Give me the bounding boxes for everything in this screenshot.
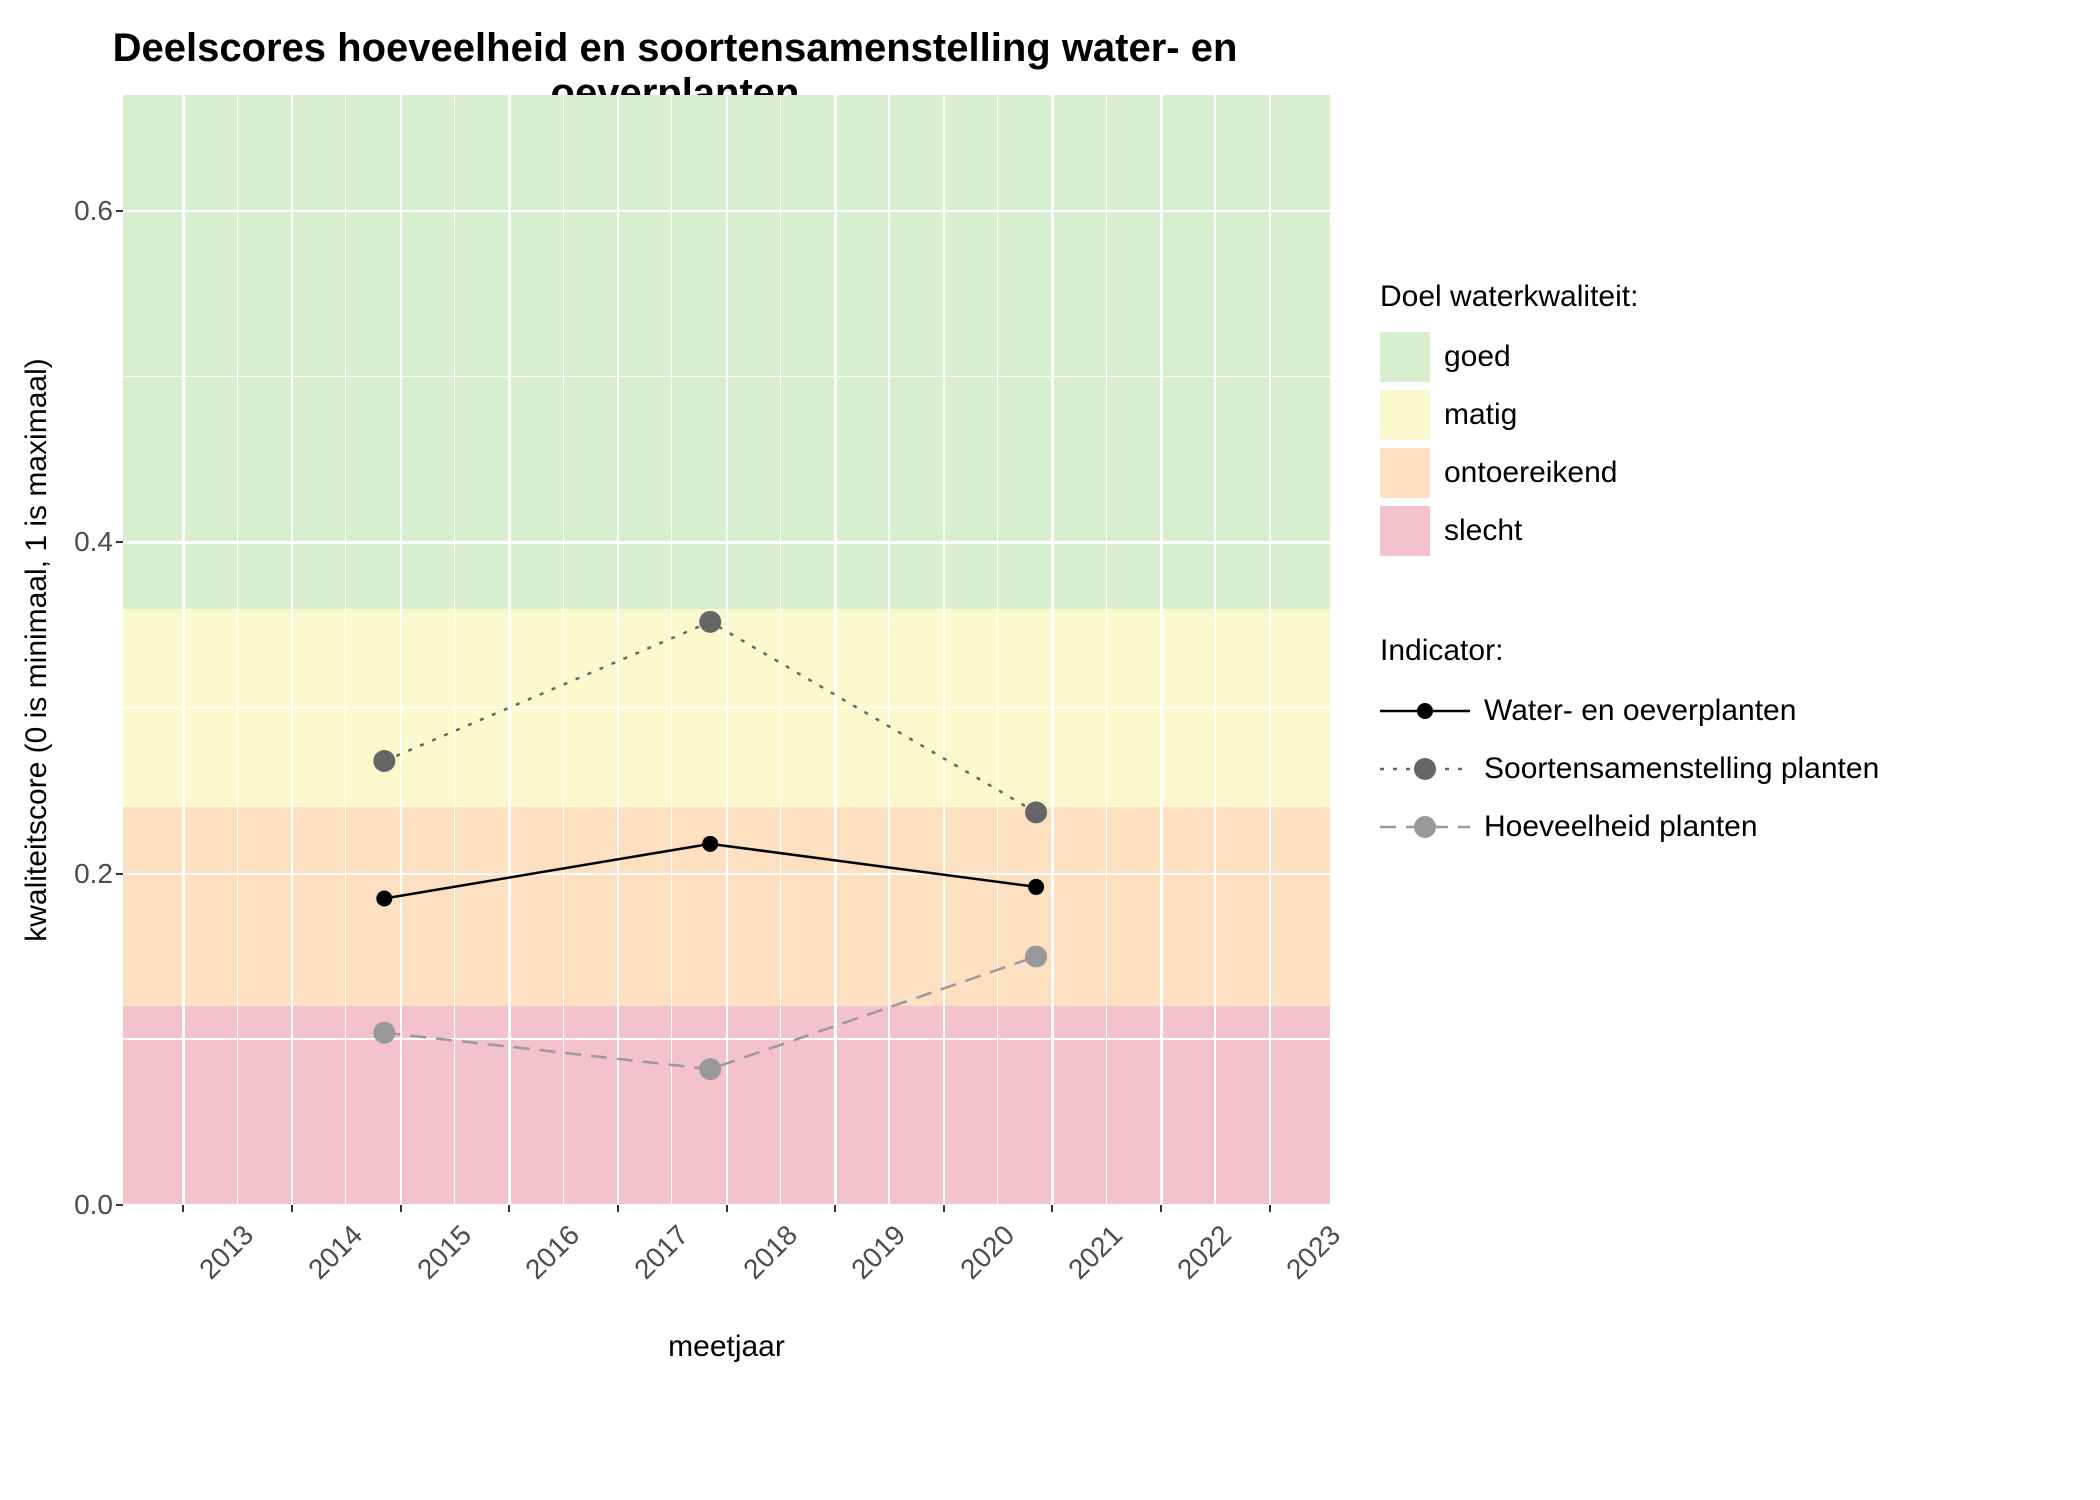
x-tick <box>1051 1205 1053 1212</box>
legend-swatch <box>1380 448 1430 498</box>
x-tick-label: 2017 <box>628 1219 695 1286</box>
x-tick-label: 2014 <box>302 1219 369 1286</box>
x-tick-label: 2023 <box>1280 1219 1347 1286</box>
legend-line-sample <box>1380 749 1470 789</box>
y-tick-label: 0.2 <box>23 858 113 890</box>
legend-swatch <box>1380 506 1430 556</box>
y-tick-label: 0.6 <box>23 195 113 227</box>
legend-series-title: Indicator: <box>1380 634 1879 668</box>
legend-label: Soortensamenstelling planten <box>1484 752 1879 786</box>
legend-band-goed: goed <box>1380 332 1879 382</box>
x-tick <box>291 1205 293 1212</box>
y-tick-label: 0.0 <box>23 1189 113 1221</box>
legend-series-rows: Water- en oeverplanten Soortensamenstelli… <box>1380 686 1879 852</box>
x-tick-label: 2013 <box>194 1219 261 1286</box>
legend-band-slecht: slecht <box>1380 506 1879 556</box>
legend-label: ontoereikend <box>1444 456 1617 490</box>
legend-label: matig <box>1444 398 1517 432</box>
x-tick <box>726 1205 728 1212</box>
x-tick <box>508 1205 510 1212</box>
x-tick-label: 2022 <box>1171 1219 1238 1286</box>
legend-line-sample <box>1380 691 1470 731</box>
x-tick-label: 2020 <box>954 1219 1021 1286</box>
legend-swatch <box>1380 332 1430 382</box>
x-tick-label: 2016 <box>519 1219 586 1286</box>
series-hoeveelheid-planten <box>123 95 1330 1205</box>
legend-line-sample <box>1380 807 1470 847</box>
x-tick-label: 2021 <box>1063 1219 1130 1286</box>
x-tick <box>617 1205 619 1212</box>
x-tick <box>400 1205 402 1212</box>
legend-series-hoeveelheid-planten: Hoeveelheid planten <box>1380 802 1879 852</box>
y-axis-title: kwaliteitscore (0 is minimaal, 1 is maxi… <box>20 358 54 941</box>
legend-swatch <box>1380 390 1430 440</box>
x-tick <box>943 1205 945 1212</box>
y-tick <box>116 210 123 212</box>
legend-label: slecht <box>1444 514 1522 548</box>
legend-label: Hoeveelheid planten <box>1484 810 1758 844</box>
x-tick <box>834 1205 836 1212</box>
legend-band-matig: matig <box>1380 390 1879 440</box>
y-tick <box>116 873 123 875</box>
x-axis-title: meetjaar <box>123 1330 1330 1364</box>
legend-label: Water- en oeverplanten <box>1484 694 1796 728</box>
legend-label: goed <box>1444 340 1511 374</box>
y-tick <box>116 1204 123 1206</box>
legend-bands-rows: goed matig ontoereikend slecht <box>1380 332 1879 556</box>
plot-area <box>123 95 1330 1205</box>
legend-bands-title: Doel waterkwaliteit: <box>1380 280 1879 314</box>
x-tick-label: 2018 <box>737 1219 804 1286</box>
legend-series-water--en-oeverplanten: Water- en oeverplanten <box>1380 686 1879 736</box>
legend-series-soortensamenstelling-planten: Soortensamenstelling planten <box>1380 744 1879 794</box>
legend: Doel waterkwaliteit: goed matig ontoereike… <box>1380 280 1879 860</box>
x-tick <box>1269 1205 1271 1212</box>
y-tick-label: 0.4 <box>23 526 113 558</box>
legend-band-ontoereikend: ontoereikend <box>1380 448 1879 498</box>
x-tick-label: 2015 <box>411 1219 478 1286</box>
y-tick <box>116 541 123 543</box>
x-tick <box>1160 1205 1162 1212</box>
x-tick-label: 2019 <box>845 1219 912 1286</box>
x-tick <box>182 1205 184 1212</box>
chart-container: Deelscores hoeveelheid en soortensamenst… <box>0 0 2100 1500</box>
